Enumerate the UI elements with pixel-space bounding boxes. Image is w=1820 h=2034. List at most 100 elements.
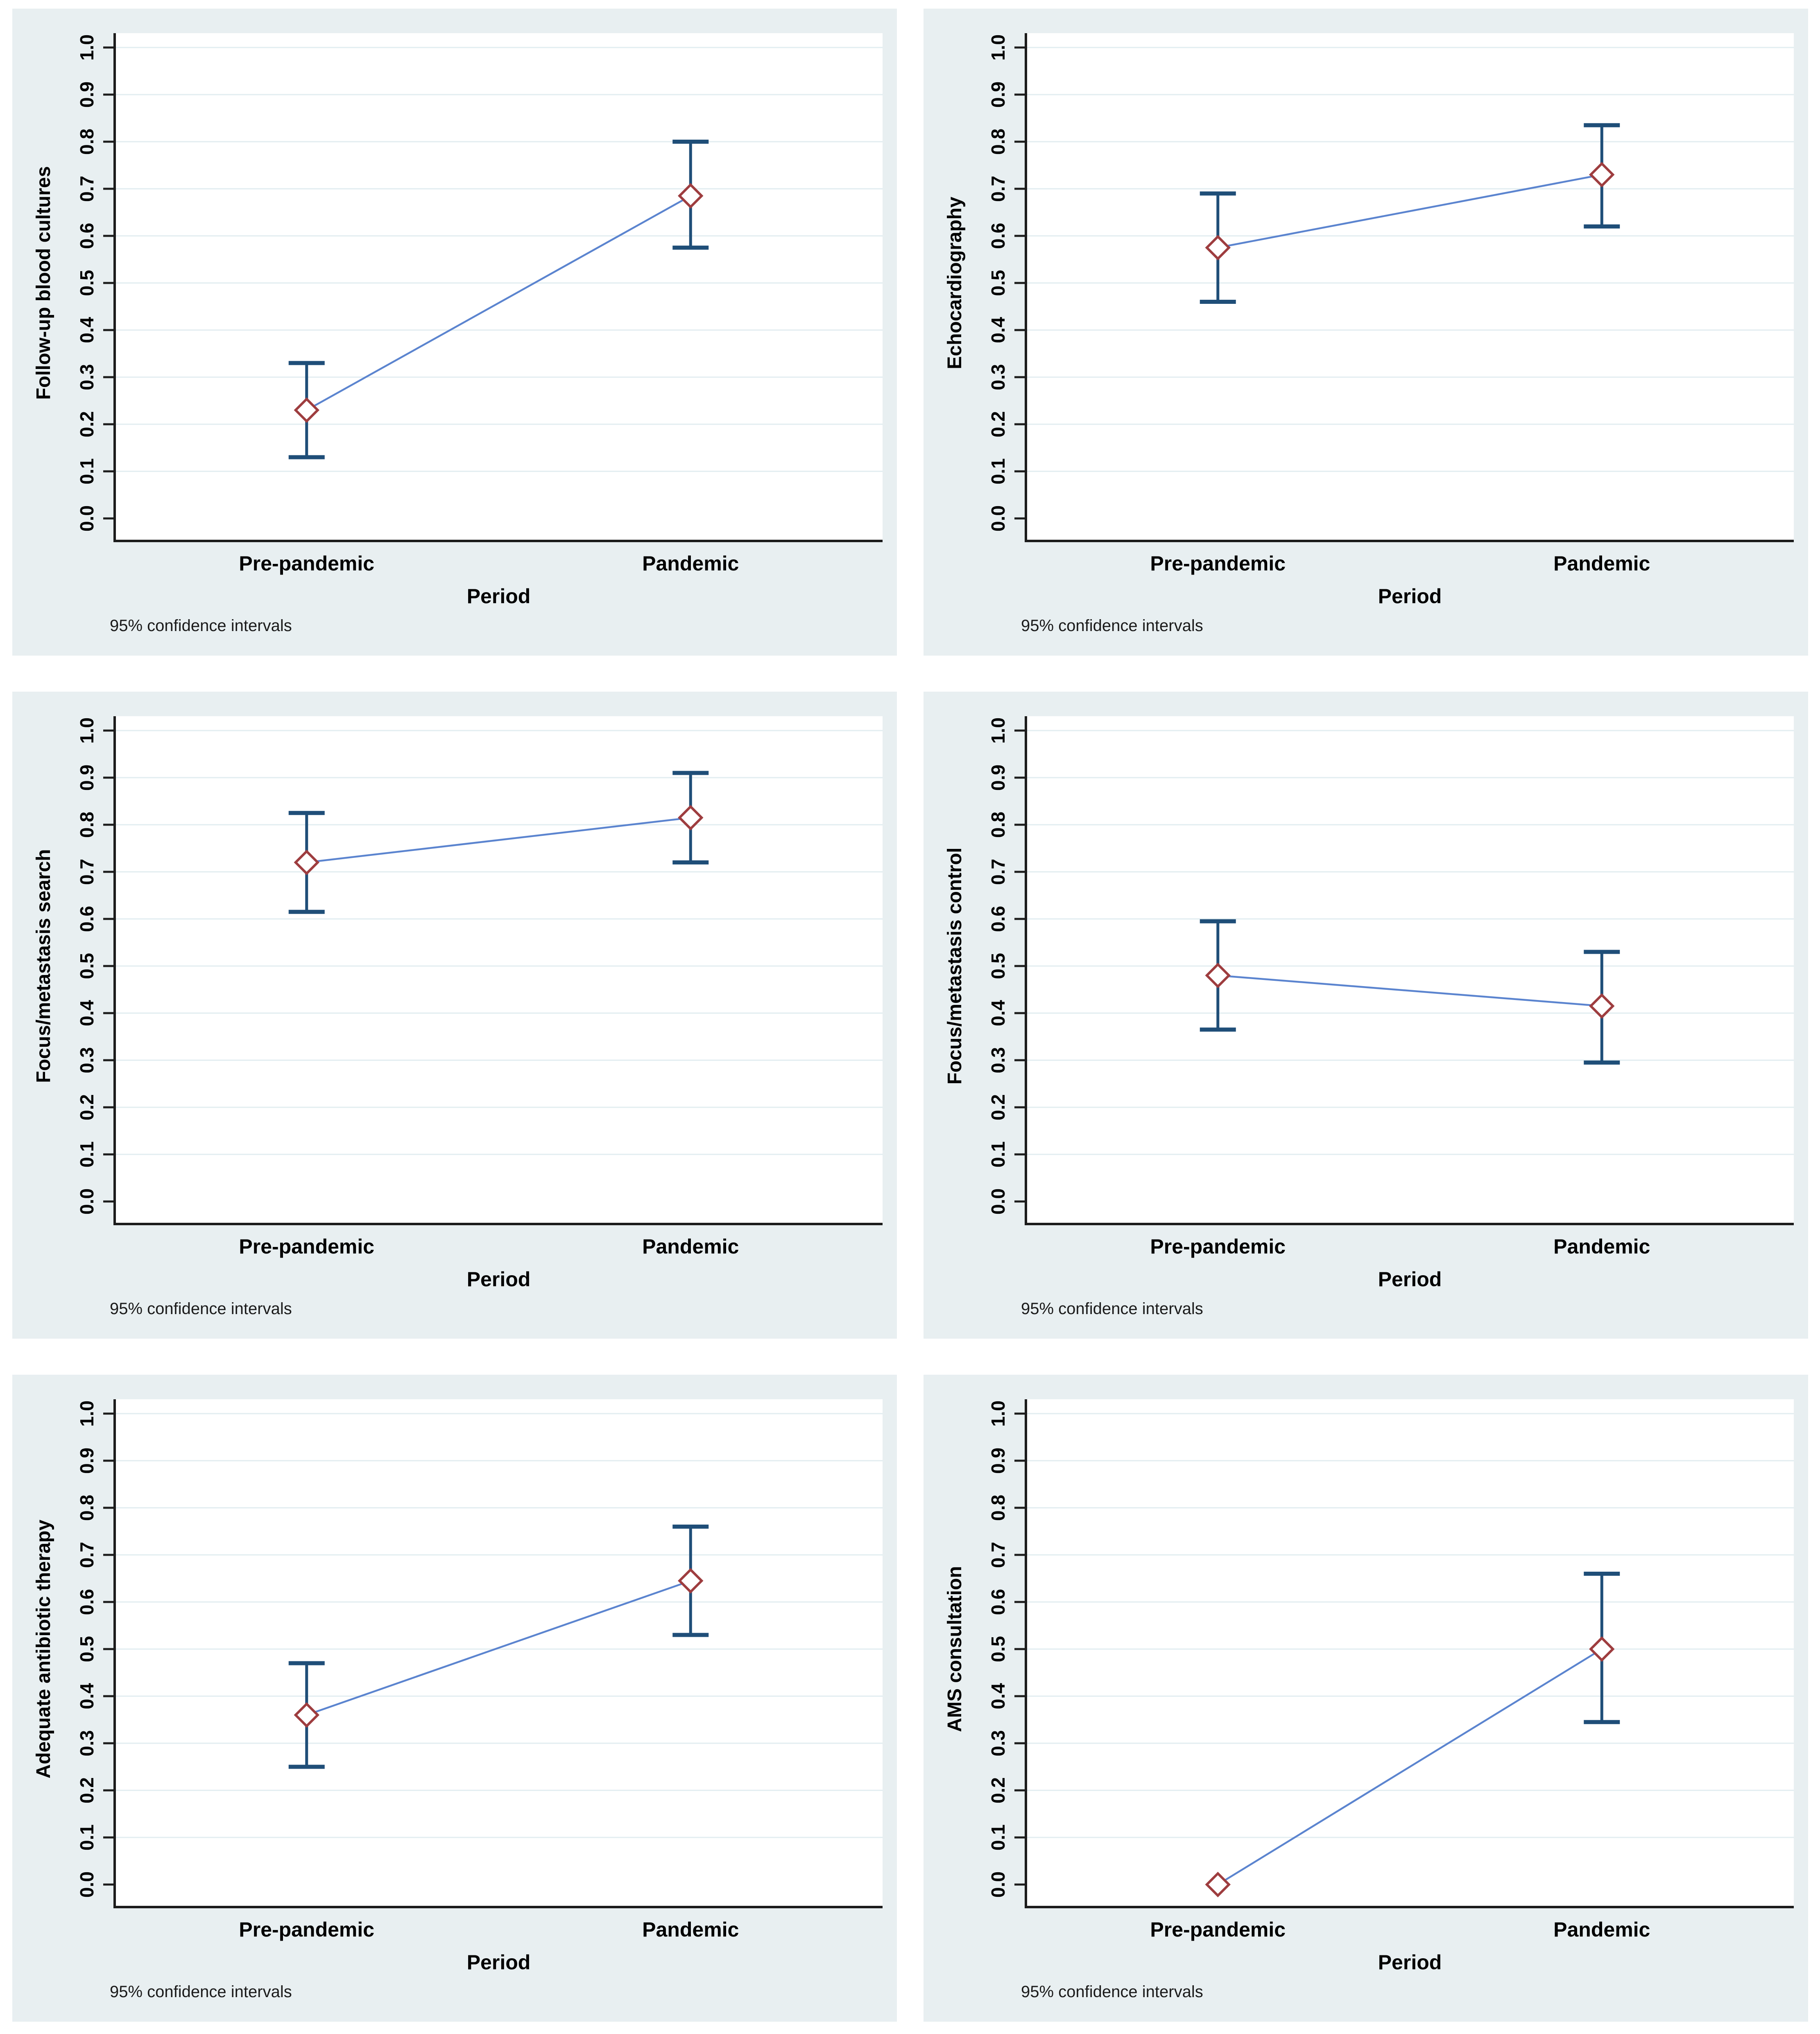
y-tick-label: 0.8 (76, 812, 97, 838)
y-tick-label: 0.3 (987, 1730, 1009, 1756)
chart-ams-consultation: 0.0 0.1 0.2 0.3 0.4 0.5 0.6 0.7 0.8 0.9 1.0 AMS con… (944, 1399, 1794, 2001)
y-tick-label: 0.5 (76, 270, 97, 296)
y-tick-label: 0.9 (76, 765, 97, 791)
marker-diamond (1589, 1636, 1615, 1662)
chart-focus-metastasis-control: 0.0 0.1 0.2 0.3 0.4 0.5 0.6 0.7 0.8 0.9 1.0 Focus/m… (944, 716, 1794, 1318)
y-tick-label: 0.1 (76, 458, 97, 484)
y-tick-label: 0.0 (76, 1871, 97, 1898)
y-tick-label: 0.6 (987, 906, 1009, 932)
marker-diamond (678, 805, 704, 830)
y-tick-label: 0.4 (987, 1683, 1009, 1709)
y-tick-label: 0.6 (76, 906, 97, 932)
y-tick-label: 0.3 (987, 1047, 1009, 1073)
y-tick-label: 0.9 (987, 1448, 1009, 1474)
y-tick-label: 0.4 (76, 1000, 97, 1026)
x-axis-title: Period (467, 1951, 531, 1974)
x-category-label: Pre-pandemic (239, 552, 374, 575)
ci-note: 95% confidence intervals (1021, 1300, 1203, 1318)
y-tick-label: 0.3 (76, 364, 97, 390)
y-tick-label: 0.9 (987, 765, 1009, 791)
y-tick-label: 0.8 (987, 129, 1009, 155)
y-tick-label: 0.0 (76, 1188, 97, 1215)
y-tick-label: 0.1 (76, 1824, 97, 1851)
x-category-label: Pre-pandemic (1150, 1918, 1286, 1941)
plot-area (1026, 1399, 1794, 1907)
y-tick-label: 0.2 (76, 1777, 97, 1803)
x-category-label: Pandemic (1553, 552, 1650, 575)
y-tick-label: 0.2 (987, 1777, 1009, 1803)
y-tick-label: 0.9 (76, 81, 97, 108)
y-tick-label: 0.0 (76, 505, 97, 532)
x-axis-title: Period (1378, 585, 1442, 608)
y-tick-label: 1.0 (76, 34, 97, 61)
marker-diamond (294, 849, 319, 876)
y-tick-label: 0.2 (987, 411, 1009, 437)
y-tick-label: 0.5 (987, 953, 1009, 979)
x-category-label: Pandemic (642, 552, 739, 575)
marker-diamond (294, 397, 319, 423)
x-axis-title: Period (467, 1268, 531, 1291)
y-tick-label: 0.7 (76, 176, 97, 202)
y-tick-label: 0.0 (987, 505, 1009, 532)
x-category-label: Pandemic (1553, 1235, 1650, 1258)
y-tick-label: 0.2 (987, 1094, 1009, 1120)
ci-note: 95% confidence intervals (110, 1300, 292, 1318)
ci-note: 95% confidence intervals (1021, 1983, 1203, 2001)
y-tick-label: 0.5 (987, 1636, 1009, 1662)
marker-diamond (678, 1568, 704, 1594)
chart-follow-up-blood-cultures: 0.0 0.1 0.2 0.3 0.4 0.5 0.6 0.7 0.8 0.9 1.0 Follow-… (33, 33, 883, 635)
y-tick-label: 0.9 (987, 81, 1009, 108)
y-tick-label: 0.7 (987, 176, 1009, 202)
y-tick-label: 1.0 (987, 717, 1009, 744)
connect-line (1218, 174, 1602, 249)
y-tick-label: 1.0 (76, 1400, 97, 1427)
y-tick-label: 0.3 (76, 1730, 97, 1756)
panel-adequate-antibiotic-therapy: 0.0 0.1 0.2 0.3 0.4 0.5 0.6 0.7 0.8 0.9 1.0 Adequat… (12, 1375, 897, 2022)
y-tick-label: 0.1 (987, 458, 1009, 484)
y-tick-label: 0.3 (987, 364, 1009, 390)
y-tick-label: 0.6 (76, 223, 97, 249)
y-tick-label: 0.0 (987, 1188, 1009, 1215)
x-axis-title: Period (467, 585, 531, 608)
y-tick-label: 0.6 (987, 223, 1009, 249)
y-tick-label: 0.8 (76, 1495, 97, 1521)
y-tick-label: 1.0 (76, 717, 97, 744)
connect-line (306, 1580, 691, 1716)
plot-area (115, 33, 883, 541)
y-tick-label: 0.5 (76, 1636, 97, 1662)
panel-focus-metastasis-control: 0.0 0.1 0.2 0.3 0.4 0.5 0.6 0.7 0.8 0.9 1.0 Focus/m… (924, 692, 1808, 1339)
marker-diamond (294, 1702, 319, 1728)
y-tick-label: 1.0 (987, 34, 1009, 61)
chart-echocardiography: 0.0 0.1 0.2 0.3 0.4 0.5 0.6 0.7 0.8 0.9 1.0 Echocar… (944, 33, 1794, 635)
y-tick-label: 0.6 (987, 1589, 1009, 1615)
x-category-label: Pre-pandemic (1150, 552, 1286, 575)
connect-line (1218, 974, 1602, 1007)
y-tick-label: 0.0 (987, 1871, 1009, 1898)
y-tick-label: 0.8 (76, 129, 97, 155)
y-axis-title: Follow-up blood cultures (33, 166, 54, 400)
marker-diamond (1205, 962, 1231, 989)
marker-diamond (1589, 993, 1615, 1019)
y-tick-label: 0.4 (76, 317, 97, 343)
x-category-label: Pandemic (642, 1918, 739, 1941)
y-axis-title: Focus/metastasis search (33, 849, 54, 1083)
x-axis-title: Period (1378, 1268, 1442, 1291)
y-tick-label: 0.8 (987, 812, 1009, 838)
y-axis-title: Focus/metastasis control (944, 848, 966, 1085)
y-tick-label: 0.4 (987, 1000, 1009, 1026)
plot-area (115, 1399, 883, 1907)
y-tick-label: 0.1 (76, 1141, 97, 1167)
y-axis-title: Adequate antibiotic therapy (33, 1520, 54, 1778)
y-tick-label: 0.1 (987, 1141, 1009, 1167)
plot-area (1026, 716, 1794, 1224)
marker-diamond (1589, 162, 1615, 188)
y-tick-label: 0.2 (76, 1094, 97, 1120)
panel-echocardiography: 0.0 0.1 0.2 0.3 0.4 0.5 0.6 0.7 0.8 0.9 1.0 Echocar… (924, 9, 1808, 656)
y-tick-label: 0.7 (76, 1542, 97, 1568)
x-category-label: Pre-pandemic (239, 1235, 374, 1258)
y-axis-title: Echocardiography (944, 197, 966, 369)
ci-note: 95% confidence intervals (1021, 617, 1203, 635)
connect-line (306, 195, 691, 411)
y-tick-label: 0.9 (76, 1448, 97, 1474)
